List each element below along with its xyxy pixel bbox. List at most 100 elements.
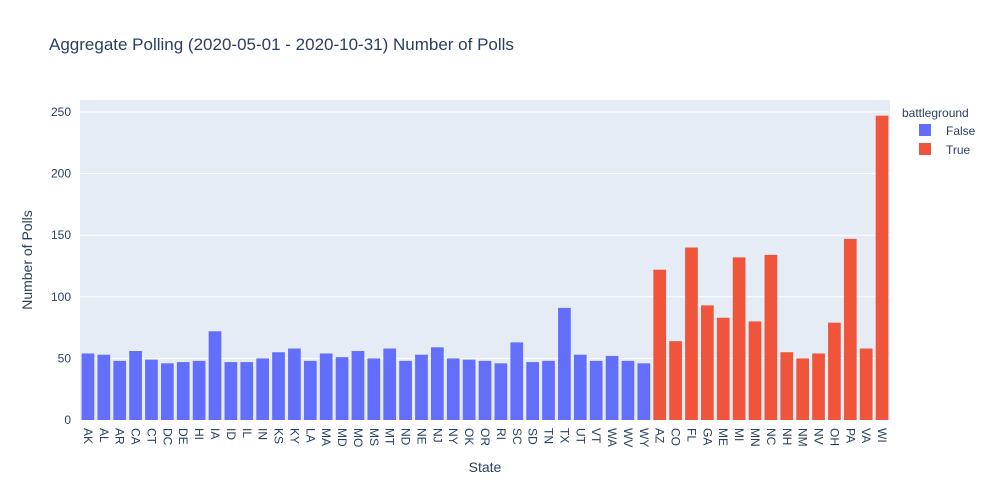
bar-tx[interactable]	[558, 307, 571, 420]
x-tick-label: NE	[414, 428, 428, 445]
x-tick-label: LA	[303, 428, 317, 443]
x-tick-label: NY	[446, 428, 460, 445]
x-tick-label: MI	[732, 428, 746, 441]
bar-md[interactable]	[335, 357, 349, 420]
bar-nd[interactable]	[399, 360, 412, 420]
x-tick-label: MS	[367, 428, 381, 446]
bar-mn[interactable]	[748, 321, 762, 420]
bar-il[interactable]	[240, 362, 254, 420]
x-tick-label: CT	[144, 428, 158, 445]
bar-pa[interactable]	[843, 238, 857, 420]
bar-id[interactable]	[224, 362, 238, 420]
x-tick-label: MN	[748, 428, 762, 447]
bar-wa[interactable]	[605, 355, 619, 420]
x-tick-label: WA	[605, 428, 619, 447]
bar-me[interactable]	[716, 317, 730, 420]
bar-dc[interactable]	[161, 363, 174, 420]
bar-mo[interactable]	[351, 351, 365, 420]
legend-label-true[interactable]: True	[946, 143, 971, 157]
bar-or[interactable]	[478, 360, 492, 420]
y-axis-ticks: 0 50 100 150 200 250	[51, 105, 71, 427]
legend-label-false[interactable]: False	[946, 124, 976, 138]
bar-ms[interactable]	[367, 358, 381, 420]
legend: battleground False True	[902, 106, 976, 157]
bar-nh[interactable]	[780, 352, 794, 420]
x-tick-label: SC	[510, 428, 524, 445]
bar-oh[interactable]	[828, 322, 841, 420]
bar-al[interactable]	[97, 354, 111, 420]
x-axis-title: State	[469, 459, 502, 475]
bar-hi[interactable]	[192, 360, 206, 420]
x-tick-label: WV	[621, 428, 635, 447]
x-tick-label: AR	[113, 428, 127, 445]
bar-va[interactable]	[859, 348, 873, 420]
bar-wv[interactable]	[621, 360, 635, 420]
bar-ok[interactable]	[462, 359, 476, 420]
bar-fl[interactable]	[685, 247, 698, 420]
bar-ny[interactable]	[446, 358, 460, 420]
bar-wy[interactable]	[637, 363, 651, 420]
x-tick-label: WY	[637, 428, 651, 447]
x-tick-label: AL	[97, 428, 111, 443]
y-tick-label: 200	[51, 167, 71, 181]
x-tick-label: VA	[859, 428, 873, 443]
y-tick-label: 0	[64, 413, 71, 427]
bar-sc[interactable]	[510, 342, 524, 420]
x-tick-label: NM	[796, 428, 810, 447]
x-tick-label: DC	[160, 428, 174, 446]
x-tick-label: RI	[494, 428, 508, 440]
bar-az[interactable]	[653, 269, 667, 420]
x-tick-label: NJ	[430, 428, 444, 443]
bar-tn[interactable]	[542, 360, 555, 420]
bar-nm[interactable]	[796, 358, 809, 420]
bar-ga[interactable]	[701, 305, 714, 420]
x-tick-label: MA	[319, 428, 333, 446]
x-tick-label: TX	[557, 428, 571, 443]
legend-swatch-false[interactable]	[919, 124, 931, 136]
bar-nj[interactable]	[431, 347, 444, 420]
x-tick-label: ME	[716, 428, 730, 446]
bar-wi[interactable]	[875, 115, 889, 421]
bar-ks[interactable]	[272, 352, 285, 420]
legend-swatch-true[interactable]	[919, 143, 931, 155]
x-tick-label: IN	[256, 428, 270, 440]
chart-title: Aggregate Polling (2020-05-01 - 2020-10-…	[49, 35, 514, 54]
x-tick-label: HI	[192, 428, 206, 440]
x-tick-label: AZ	[653, 428, 667, 443]
bar-ma[interactable]	[319, 353, 333, 420]
bar-ct[interactable]	[145, 359, 158, 420]
bar-ri[interactable]	[494, 363, 508, 420]
x-tick-label: OH	[827, 428, 841, 446]
bar-ky[interactable]	[288, 348, 301, 420]
bar-ne[interactable]	[415, 354, 428, 420]
x-tick-label: ID	[224, 428, 238, 440]
x-tick-label: OR	[478, 428, 492, 446]
bar-mt[interactable]	[383, 348, 397, 420]
x-tick-label: MT	[383, 428, 397, 446]
x-tick-label: CO	[669, 428, 683, 446]
bar-nc[interactable]	[764, 254, 778, 420]
bar-sd[interactable]	[526, 362, 539, 420]
bar-ar[interactable]	[113, 360, 127, 420]
bar-ia[interactable]	[208, 331, 222, 420]
bar-in[interactable]	[256, 358, 269, 420]
bar-ak[interactable]	[81, 353, 95, 420]
x-tick-label: MD	[335, 428, 349, 447]
bar-co[interactable]	[669, 341, 682, 420]
x-tick-label: NC	[764, 428, 778, 446]
x-tick-label: KY	[287, 428, 301, 444]
x-tick-label: AK	[81, 428, 95, 444]
x-tick-label: ND	[399, 428, 413, 446]
bar-nv[interactable]	[812, 353, 825, 420]
x-tick-label: IA	[208, 428, 222, 439]
bar-ut[interactable]	[573, 354, 587, 420]
bar-de[interactable]	[176, 362, 190, 420]
bars	[81, 115, 889, 421]
x-tick-label: DE	[176, 428, 190, 445]
bar-la[interactable]	[303, 360, 317, 420]
bar-mi[interactable]	[732, 257, 746, 420]
x-tick-label: NV	[812, 428, 826, 445]
bar-ca[interactable]	[129, 351, 142, 420]
x-tick-label: UT	[573, 428, 587, 445]
bar-vt[interactable]	[589, 360, 603, 420]
